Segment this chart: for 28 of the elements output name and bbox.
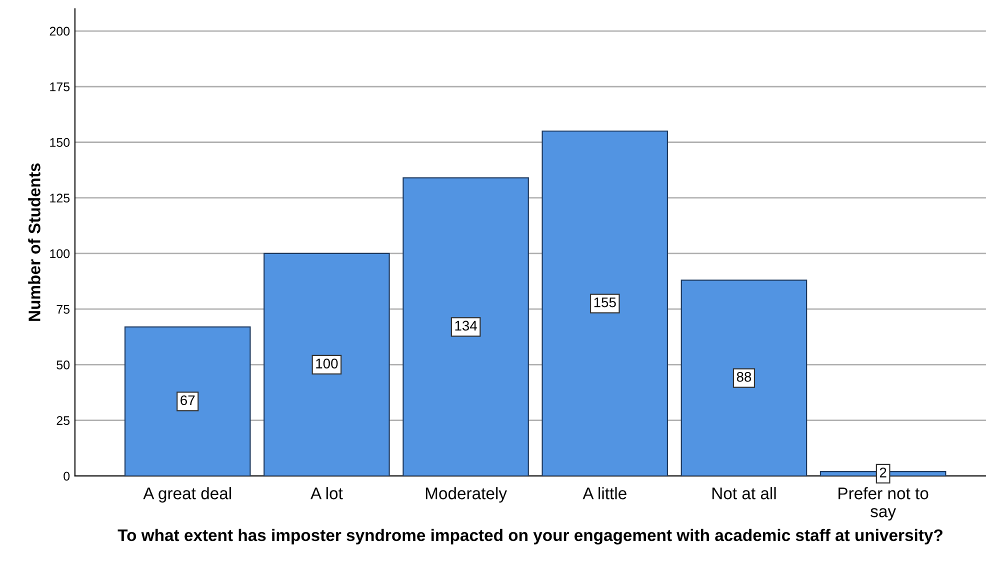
y-tick-label: 50 bbox=[56, 360, 70, 370]
bar bbox=[680, 280, 808, 476]
data-label: 67 bbox=[180, 395, 195, 406]
data-label: 88 bbox=[736, 372, 752, 382]
bar bbox=[124, 326, 251, 476]
y-tick-label: 25 bbox=[56, 416, 70, 425]
y-tick-label: 75 bbox=[56, 305, 70, 314]
bar bbox=[542, 130, 668, 476]
y-tick-label: 0 bbox=[64, 472, 70, 481]
x-tick-label: Moderately bbox=[426, 487, 507, 503]
data-label: 155 bbox=[594, 298, 616, 308]
y-tick-label: 150 bbox=[50, 138, 70, 147]
y-tick-label: 100 bbox=[50, 249, 70, 258]
x-tick-label: A little bbox=[582, 487, 626, 500]
x-tick-label: Not at all bbox=[712, 487, 776, 500]
x-tick-label: Prefer not to say bbox=[838, 487, 928, 521]
bar bbox=[402, 177, 529, 476]
data-label: 2 bbox=[880, 468, 886, 478]
x-axis-title: To what extent has imposter syndrome impacted on your engagement with academic staff at university? bbox=[118, 528, 942, 544]
data-label: 100 bbox=[316, 358, 338, 368]
x-tick-label: A lot bbox=[310, 487, 343, 500]
data-label: 134 bbox=[455, 320, 477, 331]
y-tick-label: 200 bbox=[50, 26, 70, 36]
y-tick-label: 125 bbox=[50, 194, 70, 203]
bar bbox=[264, 252, 390, 476]
x-tick-label: A great deal bbox=[143, 487, 231, 503]
y-tick-label: 175 bbox=[50, 82, 70, 92]
y-axis-title: Number of Students bbox=[28, 163, 40, 321]
